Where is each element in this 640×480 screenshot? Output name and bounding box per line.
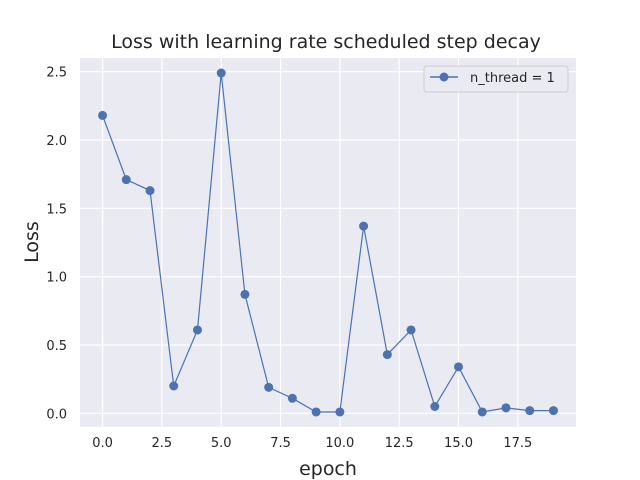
data-point [454,362,464,372]
data-point [548,406,558,416]
data-point [216,68,226,78]
plot-background [80,58,576,427]
x-tick-label: 10.0 [325,436,354,451]
legend-marker [439,72,449,82]
data-point [145,186,155,196]
data-point [382,350,392,360]
x-tick-label: 7.5 [270,436,291,451]
legend-entry-label: n_thread = 1 [470,71,555,86]
data-point [169,381,179,391]
series-layer [98,68,558,417]
y-tick-label: 1.5 [46,202,67,217]
x-tick-label: 0.0 [92,436,113,451]
data-point [430,402,440,411]
data-point [192,325,202,335]
y-tick-label: 0.5 [46,339,67,354]
x-tick-label: 5.0 [211,436,232,451]
data-point [406,325,416,335]
data-point [287,393,297,403]
data-point [264,382,274,392]
data-point [121,175,131,185]
x-tick-label: 17.5 [503,436,532,451]
y-tick-label: 0.0 [46,407,67,422]
data-point [359,221,369,231]
y-tick-labels: 0.0 0.5 1.0 1.5 2.0 2.5 [46,66,67,423]
y-tick-label: 1.0 [46,271,67,286]
y-tick-label: 2.5 [46,66,67,81]
series-line [101,72,554,413]
data-point [98,110,108,120]
legend: n_thread = 1 [423,65,569,93]
data-point [335,407,345,417]
x-tick-label: 2.5 [152,436,173,451]
y-tick-label: 2.0 [46,134,67,149]
data-point [525,406,535,416]
chart-title: Loss with learning rate scheduled step d… [111,31,541,53]
data-point [240,289,250,299]
data-point [501,403,511,413]
legend-box [423,65,569,93]
data-point [311,407,321,417]
x-tick-labels: 0.0 2.5 5.0 7.5 10.0 12.5 15.0 17.5 [92,436,532,451]
data-point [477,407,487,417]
y-axis-label: Loss [21,221,43,263]
x-tick-label: 15.0 [444,436,473,451]
x-axis-label: epoch [299,458,357,480]
x-tick-label: 12.5 [385,436,414,451]
